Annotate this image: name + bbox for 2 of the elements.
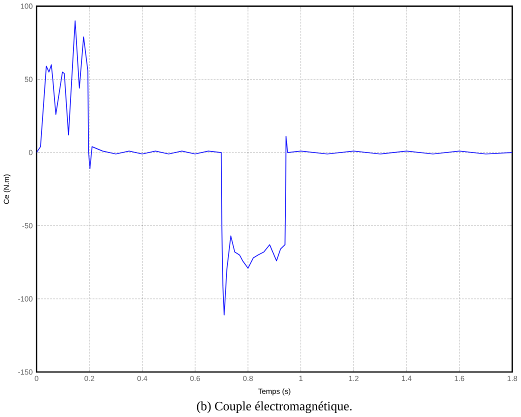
text: (b) Couple électromagnétique. [196,402,352,414]
line-series [36,20,512,316]
